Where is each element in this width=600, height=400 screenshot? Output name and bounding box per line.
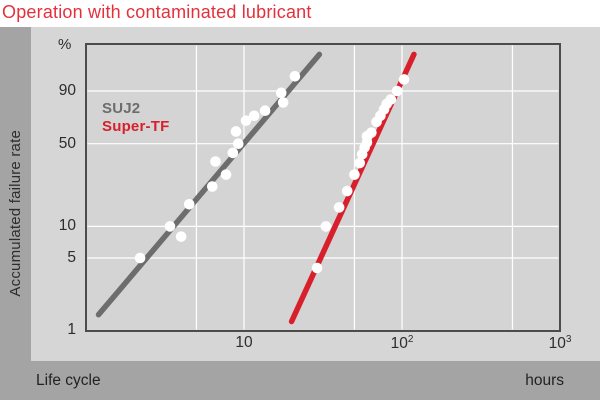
data-point-suj2 [275,87,287,99]
legend: SUJ2 Super-TF [102,100,169,136]
data-point-super-tf [333,202,345,213]
y-tick-label: 5 [67,249,76,266]
data-point-suj2 [206,181,218,192]
data-point-suj2 [164,221,176,232]
y-tick-label: 10 [58,217,76,235]
legend-item-super-tf: Super-TF [102,118,170,135]
data-point-suj2 [210,156,221,167]
title-bar: Operation with contaminated lubricant [0,0,600,27]
y-axis-strip: Accumulated failure rate [0,27,31,400]
data-point-suj2 [227,147,239,159]
data-point-suj2 [232,138,244,150]
data-point-super-tf [366,127,377,138]
y-tick-label: 1 [67,320,76,338]
data-point-suj2 [220,169,232,180]
data-point-suj2 [175,231,187,242]
x-tick-label: 102 [390,334,414,353]
y-tick-label: 50 [58,134,76,152]
plot-frame [85,43,561,332]
data-point-super-tf [311,262,323,274]
x-tick-label: 10 [235,334,253,351]
page-title: Operation with contaminated lubricant [2,2,312,22]
legend-item-suj2: SUJ2 [102,100,141,117]
data-point-suj2 [248,110,260,122]
data-point-suj2 [277,97,289,108]
y-tick-label: 90 [58,81,76,99]
data-point-super-tf [349,169,360,180]
data-point-suj2 [240,115,252,126]
data-point-super-tf [354,157,366,169]
x-tick-label: 103 [548,334,572,353]
data-point-super-tf [385,94,397,105]
data-point-super-tf [320,221,332,232]
data-point-super-tf [391,85,403,97]
data-point-suj2 [230,126,242,137]
y-axis-unit-label: % [58,36,72,53]
x-axis-strip: Life cycle hours [0,361,600,400]
data-point-suj2 [289,70,301,82]
data-point-suj2 [134,252,146,264]
x-axis-unit-label: hours [525,371,564,389]
x-axis-title: Life cycle [36,371,101,389]
data-point-suj2 [183,198,195,210]
data-point-super-tf [341,185,353,197]
data-point-super-tf [398,74,410,85]
data-point-suj2 [259,105,271,117]
